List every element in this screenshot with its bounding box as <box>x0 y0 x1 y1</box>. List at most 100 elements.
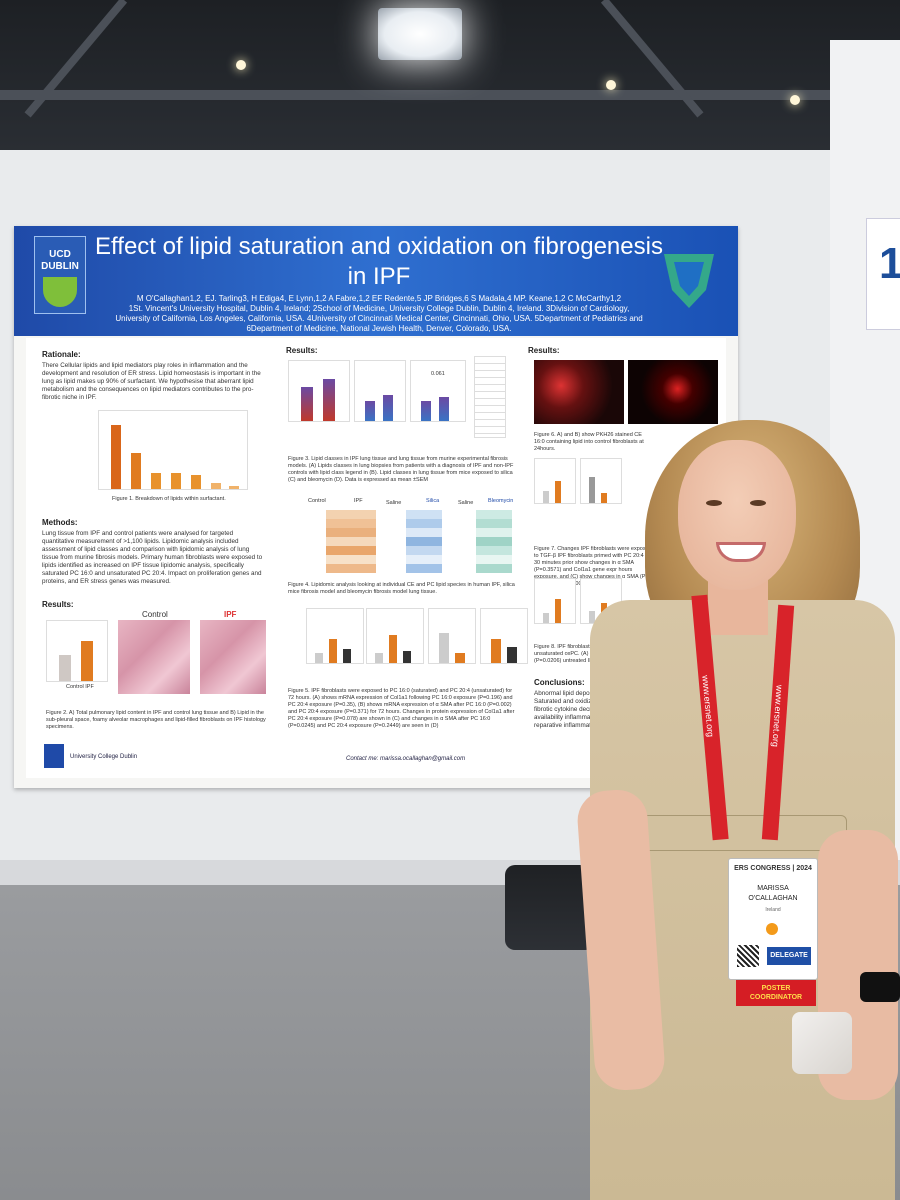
ucd-footer-text: University College Dublin <box>70 754 138 760</box>
eye <box>750 500 766 506</box>
rationale-heading: Rationale: <box>42 350 81 359</box>
methods-text: Lung tissue from IPF and control patient… <box>42 530 263 585</box>
ipf-heatmap-label: IPF <box>354 498 363 504</box>
qr-code-icon <box>737 945 759 967</box>
author-list: M O'Callaghan1,2, EJ. Tarling3, H Ediga4… <box>136 294 622 303</box>
chart-bar <box>421 401 431 421</box>
methods-heading: Methods: <box>42 518 78 527</box>
chart-bar <box>229 486 239 489</box>
chart-bar <box>383 395 393 421</box>
chart-bar <box>439 633 449 663</box>
p-value-label: 0.061 <box>431 371 445 377</box>
control-histology-image <box>118 620 190 694</box>
chart-bar <box>491 639 501 663</box>
figure-7b-chart <box>580 458 622 504</box>
figure-2-caption: Figure 2. A) Total pulmonary lipid conte… <box>46 710 266 730</box>
badge-event: ERS CONGRESS | 2024 <box>734 865 812 872</box>
shield-icon <box>43 277 77 307</box>
chart-bar <box>555 599 561 623</box>
chart-bar <box>111 425 121 489</box>
control-axis-label: Control <box>66 684 84 690</box>
dress-belt <box>640 815 847 851</box>
ceiling-light <box>378 8 462 60</box>
emblem-icon <box>664 254 714 308</box>
mobile-phone <box>792 1012 852 1074</box>
figure-6a-fluorescence-image <box>534 360 624 424</box>
chart-bar <box>589 477 595 503</box>
silica-heatmap <box>406 510 442 573</box>
badge-last-name: O'CALLAGHAN <box>748 895 798 902</box>
chart-bar <box>211 483 221 489</box>
figure-4-caption: Figure 4. Lipidomic analysis looking at … <box>288 582 515 595</box>
control-image-label: Control <box>142 610 168 619</box>
ceiling-spotlight <box>790 95 800 105</box>
poster-banner: UCD DUBLIN Effect of lipid saturation an… <box>14 226 738 336</box>
badge-country: Ireland <box>765 907 781 913</box>
ipf-histology-image <box>200 620 266 694</box>
bleomycin-heatmap-label: Bleomycin <box>488 498 514 504</box>
poster-authors: M O'Callaghan1,2, EJ. Tarling3, H Ediga4… <box>114 294 644 334</box>
chart-bar <box>171 473 181 489</box>
chart-bar <box>589 611 595 623</box>
chart-bar <box>543 491 549 503</box>
figure-5c-chart <box>428 608 476 664</box>
chart-bar <box>323 379 335 421</box>
figure-2a-axis-labels: Control IPF <box>66 684 94 691</box>
booth-number-sign: 1 <box>866 218 900 330</box>
rationale-text: There Cellular lipids and lipid mediator… <box>42 362 261 401</box>
control-heatmap-label: Control <box>308 498 326 504</box>
ucd-logo-text: UCD DUBLIN <box>41 249 79 272</box>
chart-bar <box>301 387 313 421</box>
research-poster: UCD DUBLIN Effect of lipid saturation an… <box>14 226 738 788</box>
chart-bar <box>191 475 201 489</box>
results-heading-3: Results: <box>528 346 560 355</box>
chart-bar <box>329 639 337 663</box>
badge-dot <box>766 923 778 935</box>
chart-bar <box>151 473 161 489</box>
figure-1-caption: Figure 1. Breakdown of lipids within sur… <box>112 496 226 502</box>
chart-bar <box>455 653 465 663</box>
figure-5d-chart <box>480 608 528 664</box>
figure-3c-chart <box>354 360 406 422</box>
smartwatch <box>860 972 900 1002</box>
figure-3b-legend <box>474 356 506 438</box>
affiliation-list: 1St. Vincent's University Hospital, Dubl… <box>115 304 643 333</box>
ucd-footer-logo-icon <box>44 744 64 768</box>
figure-8a-chart <box>534 578 576 624</box>
ceiling-spotlight <box>236 60 246 70</box>
chart-bar <box>543 613 549 623</box>
saline-heatmap-label-1: Saline <box>386 500 402 506</box>
figure-6b-fluorescence-image <box>628 360 718 424</box>
figure-3-caption: Figure 3. Lipid classes in IPF lung tiss… <box>288 456 514 483</box>
chart-bar <box>315 653 323 663</box>
lanyard-text: www.ersnet.org <box>700 674 716 738</box>
person-face <box>678 440 796 590</box>
chart-bar <box>131 453 141 489</box>
conclusions-text: Abnormal lipid deposition Saturated and … <box>534 690 624 729</box>
bleomycin-heatmap <box>476 510 512 573</box>
chart-bar <box>403 651 411 663</box>
figure-3a-chart <box>288 360 350 422</box>
chart-bar <box>365 401 375 421</box>
badge-ribbon: POSTER COORDINATOR <box>736 980 816 1006</box>
chart-bar <box>59 655 71 681</box>
badge-first-name: MARISSA <box>757 885 789 892</box>
figure-3d-chart: 0.061 <box>410 360 466 422</box>
chart-bar <box>601 493 607 503</box>
chart-bar <box>343 649 351 663</box>
figure-2a-chart <box>46 620 108 682</box>
ipf-image-label: IPF <box>224 610 237 619</box>
conference-badge: ERS CONGRESS | 2024 MARISSA O'CALLAGHAN … <box>728 858 818 980</box>
lanyard-text: www.ersnet.org <box>770 684 785 748</box>
figure-7a-chart <box>534 458 576 504</box>
figure-5a-chart <box>306 608 364 664</box>
background-person <box>505 865 595 950</box>
results-heading-2: Results: <box>286 346 318 355</box>
ipf-heatmap <box>326 510 376 573</box>
ceiling-truss <box>0 90 900 100</box>
figure-5b-chart <box>366 608 424 664</box>
ipf-axis-label: IPF <box>85 684 94 690</box>
figure-1-bar-chart <box>98 410 248 490</box>
conclusions-heading: Conclusions: <box>534 678 585 687</box>
poster-title: Effect of lipid saturation and oxidation… <box>95 233 663 290</box>
